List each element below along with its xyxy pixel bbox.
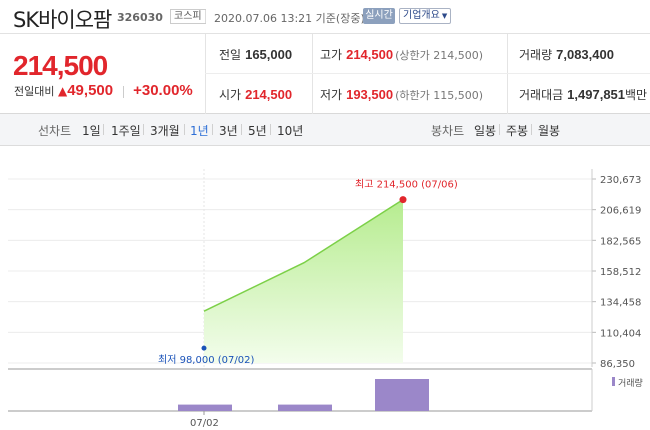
lower-limit: (하한가 115,500) — [395, 89, 484, 102]
open-label: 시가 — [219, 88, 242, 102]
tab-period-active[interactable]: 1년 — [190, 124, 209, 138]
price-summary: 214,500 전일대비 ▲49,500 +30.00% 전일 165,000 시… — [0, 34, 650, 114]
price-change-label: 전일대비 — [14, 85, 55, 98]
chevron-down-icon: ▼ — [441, 12, 448, 20]
low-point-marker — [201, 345, 207, 351]
up-arrow-icon: ▲ — [57, 84, 68, 98]
company-overview-label: 기업개요 — [403, 10, 440, 21]
y-tick-label: 206,619 — [600, 206, 641, 217]
stats-divider — [312, 34, 313, 114]
tab-candle[interactable]: 일봉 — [474, 124, 497, 138]
high-value: 214,500 — [346, 47, 394, 62]
tab-candle[interactable]: 주봉 — [506, 124, 529, 138]
low-annotation: 최저 98,000 (07/02) — [158, 354, 254, 366]
tab-period[interactable]: 5년 — [248, 124, 267, 138]
tab-period[interactable]: 3년 — [219, 124, 238, 138]
stock-code: 326030 — [117, 11, 163, 24]
price-change-value: 49,500 — [67, 82, 114, 99]
amount-cell: 거래대금 1,497,851백만 — [519, 86, 647, 103]
prev-close-cell: 전일 165,000 — [219, 46, 292, 63]
low-cell: 저가 193,500 (하한가 115,500) — [320, 86, 483, 103]
tab-divider — [270, 124, 271, 135]
tab-divider — [143, 124, 144, 135]
tab-divider — [531, 124, 532, 135]
volume-legend-swatch — [612, 377, 615, 386]
y-tick-label: 182,565 — [600, 236, 641, 247]
low-value: 193,500 — [346, 87, 394, 102]
y-tick-label: 158,512 — [600, 267, 641, 278]
tab-divider — [499, 124, 500, 135]
stats-divider — [205, 34, 206, 114]
realtime-button[interactable]: 실시간 — [363, 8, 395, 24]
y-tick-label: 134,458 — [600, 298, 641, 309]
tab-divider — [212, 124, 213, 135]
volume-bar — [178, 404, 232, 411]
y-tick-label: 86,350 — [600, 359, 635, 370]
open-value: 214,500 — [245, 87, 293, 102]
tab-period[interactable]: 3개월 — [150, 124, 180, 138]
volume-value: 7,083,400 — [556, 47, 614, 62]
volume-bar — [375, 379, 429, 411]
volume-legend-label: 거래량 — [618, 377, 643, 389]
tab-period[interactable]: 10년 — [277, 124, 304, 138]
prev-close-value: 165,000 — [245, 47, 293, 62]
market-badge: 코스피 — [170, 9, 206, 24]
y-tick-label: 230,673 — [600, 175, 641, 186]
high-point-marker — [399, 196, 407, 204]
line-chart-label: 선차트 — [38, 124, 72, 138]
x-tick-label: 07/02 — [190, 418, 219, 429]
high-cell: 고가 214,500 (상한가 214,500) — [320, 46, 483, 63]
amount-unit: 백만 — [625, 88, 648, 102]
volume-bar — [278, 404, 332, 411]
price-change-row: 전일대비 ▲49,500 +30.00% — [14, 82, 193, 99]
current-price: 214,500 — [13, 50, 108, 81]
candle-chart-label: 봉차트 — [431, 124, 465, 138]
stock-header: SK바이오팜 326030 코스피 2020.07.06 13:21 기준(장중… — [0, 0, 650, 34]
stats-row-divider — [205, 73, 650, 74]
price-chart: 230,673 206,619 182,565 158,512 134,458 110,4… — [0, 147, 650, 430]
tab-candle[interactable]: 월봉 — [538, 124, 561, 138]
tab-period[interactable]: 1주일 — [111, 124, 141, 138]
price-area-fill — [204, 199, 403, 363]
amount-value: 1,497,851 — [567, 87, 626, 102]
prev-close-label: 전일 — [219, 48, 242, 62]
open-cell: 시가 214,500 — [219, 86, 292, 103]
upper-limit: (상한가 214,500) — [395, 49, 484, 62]
price-change-rate: +30.00% — [133, 82, 193, 99]
company-overview-button[interactable]: 기업개요 ▼ — [399, 8, 451, 24]
chart-tab-bar: 선차트 1일 1주일 3개월 1년 3년 5년 10년 봉차트 일봉 주봉 월봉 — [0, 114, 650, 146]
amount-label: 거래대금 — [519, 88, 564, 102]
volume-cell: 거래량 7,083,400 — [519, 46, 614, 63]
change-divider — [122, 86, 124, 98]
price-chart-svg: 230,673 206,619 182,565 158,512 134,458 110,4… — [8, 169, 643, 429]
tab-divider — [184, 124, 185, 135]
header-divider — [205, 10, 206, 23]
y-tick-label: 110,404 — [600, 328, 641, 339]
volume-label: 거래량 — [519, 48, 553, 62]
quote-datetime: 2020.07.06 13:21 기준(장중) — [214, 12, 365, 25]
stock-name: SK바이오팜 — [13, 8, 112, 32]
tab-divider — [103, 124, 104, 135]
tab-divider — [241, 124, 242, 135]
high-label: 고가 — [320, 48, 343, 62]
stats-divider — [507, 34, 508, 114]
low-label: 저가 — [320, 88, 343, 102]
tab-period[interactable]: 1일 — [82, 124, 101, 138]
price-line — [203, 198, 404, 312]
high-annotation: 최고 214,500 (07/06) — [355, 179, 458, 191]
